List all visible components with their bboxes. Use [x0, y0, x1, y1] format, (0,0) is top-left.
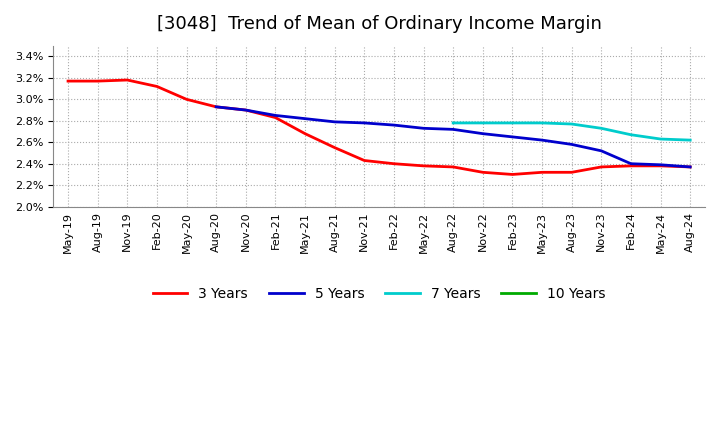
- 5 Years: [538, 137, 546, 143]
- 5 Years: [479, 131, 487, 136]
- 5 Years: [271, 113, 280, 118]
- 7 Years: [656, 136, 665, 142]
- 5 Years: [301, 116, 310, 121]
- 5 Years: [597, 148, 606, 154]
- 3 Years: [301, 131, 310, 136]
- 3 Years: [567, 170, 576, 175]
- 3 Years: [597, 164, 606, 169]
- 7 Years: [567, 121, 576, 127]
- 3 Years: [686, 164, 695, 169]
- 7 Years: [597, 126, 606, 131]
- 3 Years: [419, 163, 428, 169]
- 3 Years: [153, 84, 161, 89]
- 5 Years: [626, 161, 635, 166]
- 3 Years: [63, 78, 72, 84]
- 7 Years: [686, 137, 695, 143]
- 3 Years: [212, 104, 220, 110]
- 5 Years: [656, 162, 665, 168]
- 3 Years: [538, 170, 546, 175]
- 5 Years: [419, 126, 428, 131]
- 7 Years: [479, 120, 487, 125]
- 3 Years: [479, 170, 487, 175]
- 7 Years: [538, 120, 546, 125]
- 3 Years: [449, 164, 457, 169]
- 5 Years: [212, 104, 220, 110]
- 7 Years: [449, 120, 457, 125]
- 3 Years: [330, 145, 339, 150]
- 5 Years: [241, 107, 250, 113]
- 3 Years: [182, 97, 191, 102]
- 5 Years: [449, 127, 457, 132]
- 3 Years: [123, 77, 132, 83]
- 3 Years: [508, 172, 517, 177]
- Line: 5 Years: 5 Years: [216, 107, 690, 167]
- Line: 3 Years: 3 Years: [68, 80, 690, 174]
- 5 Years: [330, 119, 339, 125]
- Legend: 3 Years, 5 Years, 7 Years, 10 Years: 3 Years, 5 Years, 7 Years, 10 Years: [147, 281, 611, 306]
- 3 Years: [94, 78, 102, 84]
- 7 Years: [508, 120, 517, 125]
- 3 Years: [656, 163, 665, 169]
- 5 Years: [567, 142, 576, 147]
- 3 Years: [390, 161, 398, 166]
- 3 Years: [360, 158, 369, 163]
- Title: [3048]  Trend of Mean of Ordinary Income Margin: [3048] Trend of Mean of Ordinary Income …: [157, 15, 601, 33]
- 5 Years: [390, 122, 398, 128]
- 7 Years: [626, 132, 635, 137]
- 5 Years: [360, 120, 369, 125]
- 3 Years: [241, 107, 250, 113]
- 3 Years: [626, 163, 635, 169]
- 3 Years: [271, 115, 280, 120]
- Line: 7 Years: 7 Years: [453, 123, 690, 140]
- 5 Years: [686, 164, 695, 169]
- 5 Years: [508, 134, 517, 139]
